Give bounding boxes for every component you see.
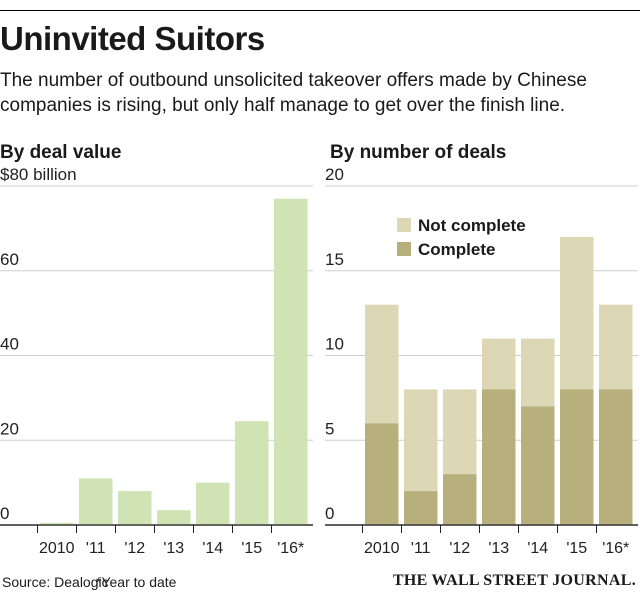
y-tick-label: 0	[325, 504, 334, 523]
y-tick-label: 10	[325, 335, 344, 354]
deal-value-chart: $80 billion 60 40 20 0 2010 '11 '12 '13 '14 '15 '16…	[0, 165, 313, 557]
x-tick-label: '12	[124, 540, 145, 557]
bar-not-complete	[482, 338, 516, 390]
deal-count-chart: 20 15 10 5 0 2010 '11 '12 '13 '14 '15 '16* Not compl…	[325, 165, 638, 557]
x-tick-label: '11	[411, 540, 431, 557]
x-tick-label: '16*	[277, 540, 304, 557]
y-tick-label: 20	[0, 419, 19, 438]
right-panel-title: By number of deals	[330, 142, 507, 163]
bar-complete	[365, 423, 399, 525]
bar-complete	[443, 474, 477, 525]
legend-label: Complete	[418, 240, 495, 259]
bar-complete	[482, 389, 516, 525]
legend-swatch	[397, 242, 411, 256]
bar-complete	[599, 389, 633, 525]
bar	[40, 522, 74, 525]
y-tick-label: 0	[0, 504, 9, 523]
bar	[274, 198, 308, 525]
x-tick-label: '13	[488, 540, 509, 557]
left-panel-title: By deal value	[0, 142, 122, 163]
x-tick-label: '13	[163, 540, 184, 557]
x-tick-label: '14	[202, 540, 223, 557]
bar	[157, 510, 191, 525]
bar-not-complete	[443, 389, 477, 475]
bar	[79, 478, 113, 525]
legend-swatch	[397, 218, 411, 232]
x-tick-label: '12	[449, 540, 470, 557]
y-tick-label: 5	[325, 419, 334, 438]
bar	[235, 421, 269, 525]
y-tick-label: 40	[0, 335, 19, 354]
y-tick-label: $80 billion	[0, 165, 77, 184]
source-note: Source: Dealogic	[2, 574, 109, 590]
x-tick-label: 2010	[364, 540, 400, 557]
bar-complete	[521, 406, 555, 525]
bar	[118, 491, 152, 525]
x-tick-label: '15	[566, 540, 587, 557]
legend-label: Not complete	[418, 216, 526, 235]
y-tick-label: 15	[325, 250, 344, 269]
bar-not-complete	[365, 304, 399, 424]
chart-title: Uninvited Suitors	[0, 20, 265, 57]
bar-not-complete	[599, 304, 633, 390]
bar-not-complete	[404, 389, 438, 492]
y-tick-label: 20	[325, 165, 344, 184]
x-tick-label: '14	[527, 540, 548, 557]
bar-not-complete	[521, 338, 555, 407]
x-tick-label: '11	[86, 540, 106, 557]
bar	[196, 482, 230, 525]
x-tick-label: '15	[241, 540, 262, 557]
x-tick-label: '16*	[602, 540, 629, 557]
chart-subtitle: The number of outbound unsolicited takeo…	[0, 70, 587, 116]
publisher-logo: THE WALL STREET JOURNAL.	[392, 572, 636, 589]
y-tick-label: 60	[0, 250, 19, 269]
x-tick-label: 2010	[39, 540, 75, 557]
bar-not-complete	[560, 236, 594, 390]
top-rule	[0, 10, 640, 11]
bar-complete	[560, 389, 594, 525]
bar-complete	[404, 491, 438, 525]
footnote: *Year to date	[96, 574, 177, 590]
